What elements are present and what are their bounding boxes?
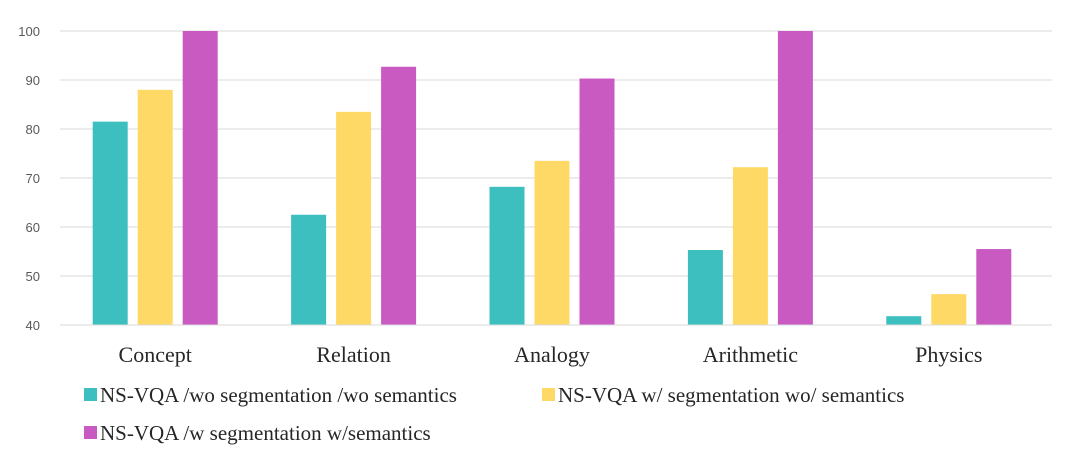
legend-swatch xyxy=(84,426,97,439)
legend-swatch xyxy=(542,388,555,401)
bar-arithmetic-series-3 xyxy=(777,31,813,325)
bar-analogy-series-2 xyxy=(534,160,570,325)
bar-physics-series-2 xyxy=(931,294,967,325)
bar-relation-series-3 xyxy=(381,66,417,326)
bars xyxy=(92,31,1012,326)
bar-physics-series-1 xyxy=(886,316,922,325)
x-tick-label-arithmetic: Arithmetic xyxy=(703,342,799,367)
y-tick-label: 50 xyxy=(26,269,40,284)
x-tick-label-analogy: Analogy xyxy=(514,342,590,367)
y-tick-label: 90 xyxy=(26,73,40,88)
legend-label: NS-VQA /w segmentation w/semantics xyxy=(100,421,431,445)
legend-item-1: NS-VQA /wo segmentation /wo semantics xyxy=(84,383,457,407)
x-tick-label-concept: Concept xyxy=(119,342,192,367)
y-tick-label: 60 xyxy=(26,220,40,235)
y-tick-label: 40 xyxy=(26,318,40,333)
bar-concept-series-1 xyxy=(92,121,128,326)
y-tick-label: 80 xyxy=(26,122,40,137)
legend-label: NS-VQA w/ segmentation wo/ semantics xyxy=(558,383,904,407)
bar-concept-series-3 xyxy=(182,31,218,325)
legend-label: NS-VQA /wo segmentation /wo semantics xyxy=(100,383,457,407)
y-tick-label: 70 xyxy=(26,171,40,186)
bar-concept-series-2 xyxy=(137,89,173,325)
bar-physics-series-3 xyxy=(976,249,1012,325)
bar-arithmetic-series-2 xyxy=(732,167,768,325)
legend: NS-VQA /wo segmentation /wo semantics NS-… xyxy=(84,383,904,445)
x-tick-label-physics: Physics xyxy=(915,342,982,367)
bar-relation-series-2 xyxy=(336,111,372,325)
bar-analogy-series-1 xyxy=(489,186,525,325)
y-axis: 40 50 60 70 80 90 100 xyxy=(18,24,40,333)
x-tick-label-relation: Relation xyxy=(316,342,391,367)
y-tick-label: 100 xyxy=(18,24,40,39)
bar-relation-series-1 xyxy=(291,214,327,325)
bar-arithmetic-series-1 xyxy=(687,250,723,325)
legend-item-3: NS-VQA /w segmentation w/semantics xyxy=(84,421,431,445)
legend-item-2: NS-VQA w/ segmentation wo/ semantics xyxy=(542,383,904,407)
bar-analogy-series-3 xyxy=(579,78,615,325)
x-axis: Concept Relation Analogy Arithmetic Physics xyxy=(60,324,1052,367)
legend-swatch xyxy=(84,388,97,401)
